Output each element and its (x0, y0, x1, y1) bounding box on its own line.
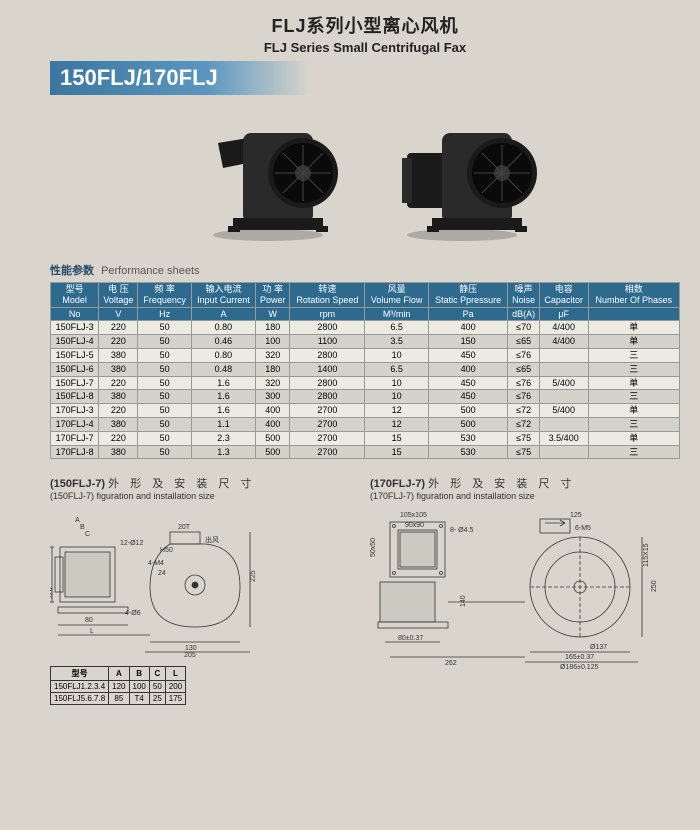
diagram-svg-150: A B C 12-Ø12 120 80 L 4-Ø6 H50 20T 4-M4 … (50, 507, 350, 657)
table-row: 170FLJ-7220502.3500270015530≤753.5/400单 (51, 431, 680, 445)
col-header: 转速Rotation Speed (290, 283, 365, 308)
svg-text:20T: 20T (178, 524, 191, 531)
svg-text:205: 205 (184, 652, 196, 657)
svg-text:12-Ø12: 12-Ø12 (120, 540, 143, 547)
model-banner: 150FLJ/170FLJ (50, 61, 310, 95)
svg-text:4-Ø6: 4-Ø6 (125, 610, 141, 617)
svg-text:105x105: 105x105 (400, 512, 427, 519)
col-unit: μF (539, 307, 588, 321)
fan-photo-right (382, 113, 542, 243)
dim-mini-table: 型号ABCL 150FLJ1.2.3.412010050200 150FLJ5.… (50, 666, 186, 705)
svg-text:165±0.37: 165±0.37 (565, 654, 594, 661)
title-english: FLJ Series Small Centrifugal Fax (50, 40, 680, 55)
svg-text:80±0.37: 80±0.37 (398, 635, 423, 642)
col-unit: Hz (138, 307, 191, 321)
col-header: 噪声Noise (508, 283, 539, 308)
col-unit: No (51, 307, 99, 321)
col-header: 电容Capacitor (539, 283, 588, 308)
col-header: 输入电流Input Current (191, 283, 255, 308)
col-unit: W (256, 307, 290, 321)
table-row: 150FLJ-6380500.4818014006.5400≤65三 (51, 362, 680, 376)
col-header: 频 率Frequency (138, 283, 191, 308)
col-unit: V (99, 307, 138, 321)
svg-text:出风: 出风 (205, 535, 219, 544)
table-row: 170FLJ-8380501.3500270015530≤75三 (51, 445, 680, 459)
performance-table: 型号Model电 压Voltage频 率Frequency输入电流Input C… (50, 282, 680, 459)
svg-text:L: L (90, 628, 94, 635)
table-row: 150FLJ-7220501.6320280010450≤765/400单 (51, 376, 680, 390)
svg-text:H50: H50 (160, 547, 173, 554)
title-chinese: FLJ系列小型离心风机 (50, 12, 680, 38)
col-header: 风量Volume Flow (365, 283, 428, 308)
col-header: 功 率Power (256, 283, 290, 308)
diagram-150flj: (150FLJ-7) 外 形 及 安 装 尺 寸 (150FLJ-7) figu… (50, 475, 350, 705)
svg-text:4-M4: 4-M4 (148, 560, 164, 567)
svg-text:C: C (85, 531, 90, 538)
svg-text:90x90: 90x90 (405, 522, 424, 529)
table-row: 150FLJ-4220500.4610011003.5150≤654/400单 (51, 335, 680, 349)
col-header: 相数Number Of Phases (588, 283, 679, 308)
table-row: 150FLJ-8380501.6300280010450≤76三 (51, 390, 680, 404)
svg-text:125: 125 (570, 512, 582, 519)
svg-text:262: 262 (445, 660, 457, 667)
col-unit: Pa (428, 307, 508, 321)
svg-text:225: 225 (250, 571, 257, 583)
col-header: 电 压Voltage (99, 283, 138, 308)
svg-text:6-M5: 6-M5 (575, 525, 591, 532)
svg-text:24: 24 (158, 570, 166, 577)
svg-text:130: 130 (185, 645, 197, 652)
product-photo-area (50, 113, 680, 248)
svg-text:80: 80 (85, 617, 93, 624)
col-unit: M³/min (365, 307, 428, 321)
fan-photo-left (188, 113, 348, 243)
svg-text:140: 140 (460, 596, 467, 608)
svg-text:8- Ø4.5: 8- Ø4.5 (450, 527, 473, 534)
col-unit: A (191, 307, 255, 321)
table-row: 170FLJ-4380501.1400270012500≤72三 (51, 417, 680, 431)
diagram-svg-170: 105x105 90x90 8- Ø4.5 50x50 140 80±0.37 … (370, 507, 680, 672)
svg-text:B: B (80, 524, 85, 531)
svg-text:50x50: 50x50 (370, 538, 377, 557)
diagram-170flj: (170FLJ-7) 外 形 及 安 装 尺 寸 (170FLJ-7) figu… (370, 475, 680, 705)
svg-text:250: 250 (651, 581, 658, 593)
col-unit: rpm (290, 307, 365, 321)
svg-text:Ø137: Ø137 (590, 644, 607, 651)
col-unit (588, 307, 679, 321)
col-unit: dB(A) (508, 307, 539, 321)
perf-label: 性能参数 Performance sheets (50, 262, 680, 278)
svg-text:120: 120 (50, 588, 54, 600)
svg-text:A: A (75, 517, 80, 524)
col-header: 静压Static Ppressure (428, 283, 508, 308)
svg-text:115X15: 115X15 (643, 544, 650, 568)
page-title-block: FLJ系列小型离心风机 FLJ Series Small Centrifugal… (50, 12, 680, 55)
table-row: 150FLJ-3220500.8018028006.5400≤704/400单 (51, 321, 680, 335)
table-row: 150FLJ-5380500.80320280010450≤76三 (51, 348, 680, 362)
col-header: 型号Model (51, 283, 99, 308)
table-row: 170FLJ-3220501.6400270012500≤725/400单 (51, 404, 680, 418)
svg-text:Ø186±0.125: Ø186±0.125 (560, 664, 599, 671)
